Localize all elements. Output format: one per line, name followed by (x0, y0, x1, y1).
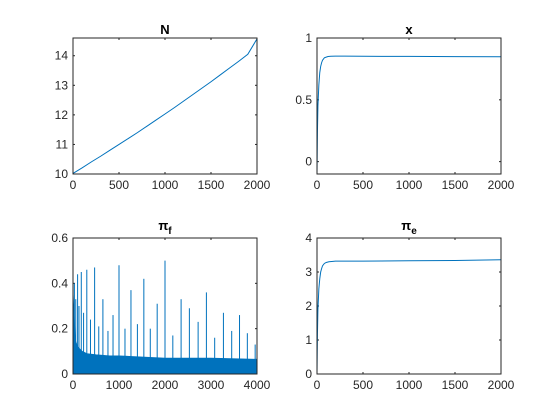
panel-n-ytick-label: 11 (56, 137, 69, 151)
panel-x-series-line (316, 55, 502, 175)
panel-pi-e-axes-frame (316, 237, 502, 375)
panel-x-axes-frame (316, 37, 502, 175)
panel-n-yticks: 10 11 12 13 14 (55, 49, 257, 181)
panel-n-ytick-label: 14 (55, 49, 69, 63)
panel-n-xtick-label: 1000 (152, 178, 179, 192)
panel-pi-f-ytick-label: 0.2 (51, 322, 68, 336)
panel-pi-f-yticks: 0 0.2 0.4 0.6 (51, 231, 257, 381)
panel-pi-e-plot (316, 259, 502, 375)
panel-pi-f-title: πf (158, 218, 172, 237)
panel-pi-e-xtick-label: 1000 (396, 378, 423, 392)
panel-x-plot (316, 55, 502, 175)
panel-pi-e-ytick-label: 2 (305, 299, 312, 313)
panel-n-xtick-label: 500 (109, 178, 129, 192)
panel-pi-f-xtick-label: 2000 (152, 378, 179, 392)
panel-pi-e-title-main: π (401, 218, 411, 233)
panel-n-series-line (72, 38, 258, 174)
panel-x-xticks: 0 500 1000 1500 2000 (314, 38, 515, 192)
panel-n-ytick-label: 10 (55, 167, 69, 181)
panel-pi-e-xtick-label: 1500 (442, 378, 469, 392)
panel-pi-e-title: πe (401, 218, 417, 237)
panel-pi-e-xtick-label: 0 (314, 378, 321, 392)
panel-n-xticks: 0 500 1000 1500 2000 (70, 38, 271, 192)
panel-pi-e-title-subscript: e (411, 226, 417, 237)
panel-x-xtick-label: 1500 (442, 178, 469, 192)
panel-n-xtick-label: 1500 (198, 178, 225, 192)
panel-n-title: N (160, 22, 169, 37)
panel-x-ytick-label: 1 (305, 31, 312, 45)
panel-x-xtick-label: 0 (314, 178, 321, 192)
panel-pi-e: πe 0 500 1000 1500 2000 0 1 2 3 4 (305, 218, 514, 392)
panel-pi-f-title-subscript: f (168, 226, 172, 237)
panel-pi-f-xtick-label: 4000 (244, 378, 271, 392)
panel-pi-e-xtick-label: 2000 (488, 378, 515, 392)
panel-pi-e-series-line (316, 259, 502, 375)
panel-n-ytick-label: 12 (55, 108, 69, 122)
panel-x: x 0 500 1000 1500 2000 0 0.5 1 (295, 22, 514, 192)
panel-n-axes-frame (72, 37, 258, 175)
panel-pi-f-xtick-label: 0 (70, 378, 77, 392)
panel-pi-f-axes-frame (72, 237, 258, 375)
panel-pi-f-title-main: π (158, 218, 168, 233)
panel-n-xtick-label: 0 (70, 178, 77, 192)
panel-pi-f-ytick-label: 0.4 (51, 276, 68, 290)
panel-pi-e-ytick-label: 0 (305, 367, 312, 381)
panel-pi-f-plot (72, 260, 258, 375)
panel-pi-f: πf 0 1000 2000 3000 4000 0 0.2 0.4 0.6 (51, 218, 270, 392)
panel-x-title: x (405, 22, 413, 37)
panel-pi-f-xtick-label: 3000 (198, 378, 225, 392)
panel-pi-e-xticks: 0 500 1000 1500 2000 (314, 238, 515, 392)
panel-x-xtick-label: 1000 (396, 178, 423, 192)
panel-n-xtick-label: 2000 (244, 178, 271, 192)
panel-pi-e-ytick-label: 3 (305, 265, 312, 279)
panel-pi-f-ytick-label: 0.6 (51, 231, 68, 245)
panel-pi-f-ytick-label: 0 (61, 367, 68, 381)
panel-pi-f-xticks: 0 1000 2000 3000 4000 (70, 238, 271, 392)
panel-pi-e-xtick-label: 500 (353, 378, 373, 392)
panel-x-ytick-label: 0 (305, 155, 312, 169)
panel-x-ytick-label: 0.5 (295, 93, 312, 107)
panel-n-plot (72, 38, 258, 174)
panel-x-xtick-label: 2000 (488, 178, 515, 192)
panel-pi-e-ytick-label: 4 (305, 231, 312, 245)
panel-pi-f-xtick-label: 1000 (106, 378, 133, 392)
panel-pi-e-ytick-label: 1 (305, 333, 312, 347)
panel-x-xtick-label: 500 (353, 178, 373, 192)
panel-n: N 0 500 1000 1500 2000 10 11 12 13 14 (55, 22, 271, 192)
panel-n-ytick-label: 13 (55, 78, 69, 92)
